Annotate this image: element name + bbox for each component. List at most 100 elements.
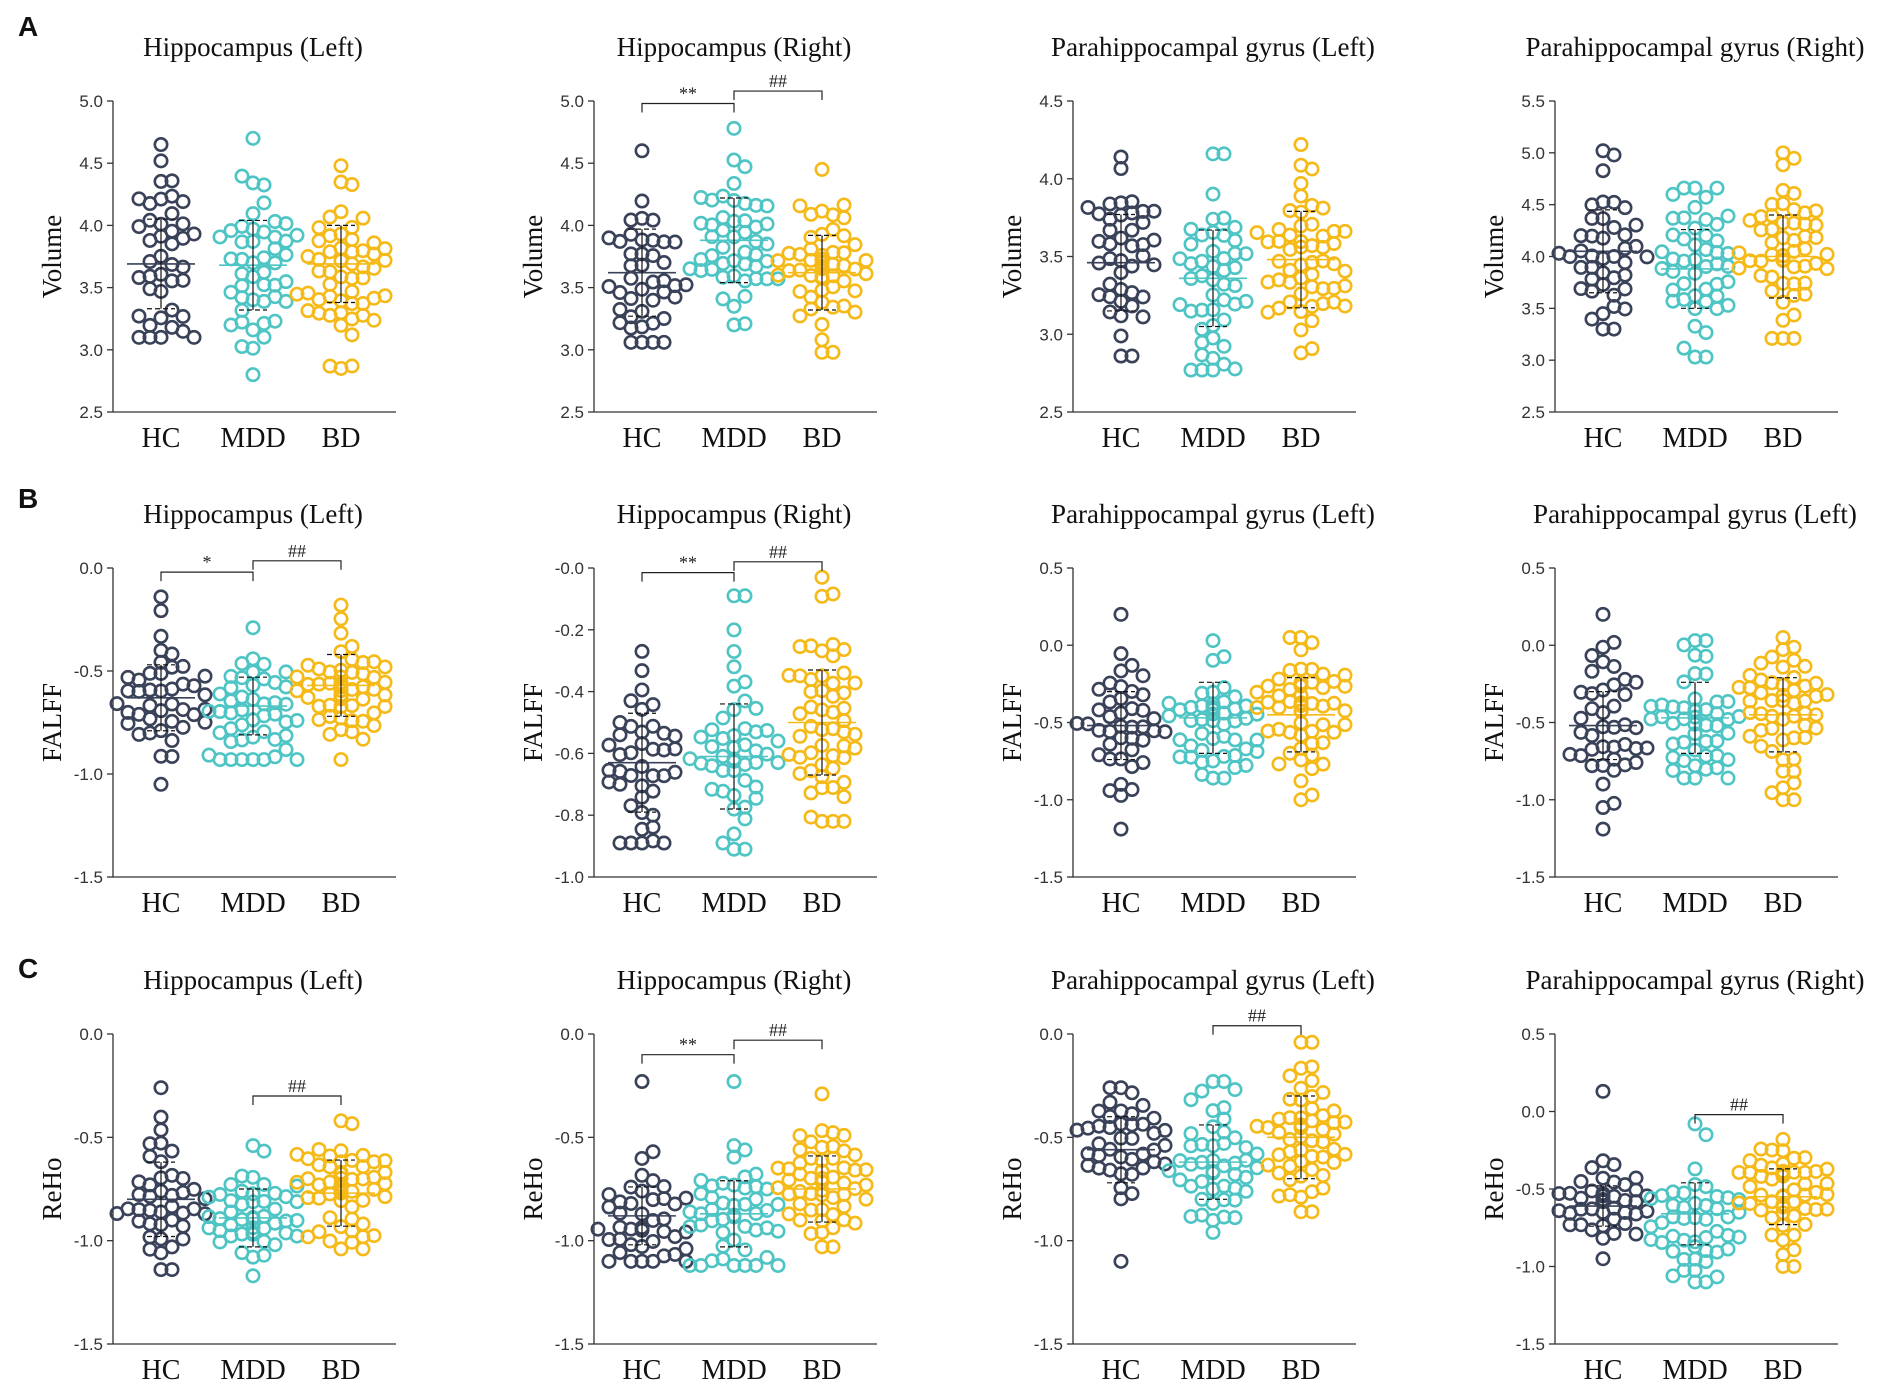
- chart-2-1-bracket-1: *: [160, 552, 254, 582]
- chart-2-4-mdd-point: [1698, 717, 1714, 733]
- chart-2-2-bd-point: [803, 638, 819, 654]
- chart-2-1-bd-point: [377, 674, 393, 690]
- chart-3-3-bd-point: [1260, 1157, 1276, 1173]
- chart-1-3-ytick-label: 3.0: [1039, 325, 1063, 344]
- chart-1-4-bd-point: [1808, 230, 1824, 246]
- chart-1-4-hc-point: [1628, 217, 1644, 233]
- chart-2-2-hc-point: [667, 728, 683, 744]
- chart-1-4-bd-point: [1731, 245, 1747, 261]
- chart-3-4-bracket-line: [1694, 1114, 1784, 1124]
- chart-1-4-bd-point: [1786, 259, 1802, 275]
- chart-1-2-bd-point: [814, 332, 830, 348]
- chart-3-2-mdd-point: [770, 1196, 786, 1212]
- chart-2-2-xtick-mdd: MDD: [701, 888, 766, 919]
- chart-2-2-mdd-point: [737, 772, 753, 788]
- chart-2-3-hc-point: [1124, 657, 1140, 673]
- chart-3-3-bd-point: [1304, 1204, 1320, 1220]
- chart-1-1-bd-point: [344, 327, 360, 343]
- chart-2-3-hc-point: [1124, 782, 1140, 798]
- chart-3-1-hc-point: [164, 1143, 180, 1159]
- chart-3-1-mdd-point: [234, 1168, 250, 1184]
- chart-1-2-xtick-mdd: MDD: [701, 423, 766, 454]
- chart-1-4-series-bd: [1731, 145, 1835, 346]
- chart-2-1-mdd-point: [223, 752, 239, 768]
- chart-2-3-hc-point: [1113, 606, 1129, 622]
- chart-3-4-mdd-point: [1643, 1219, 1659, 1235]
- chart-3-2-bd-point: [792, 1142, 808, 1158]
- chart-3-3-mdd-point: [1161, 1163, 1177, 1179]
- chart-1-2-hc-point: [634, 334, 650, 350]
- chart-1-2-mdd-point: [759, 198, 775, 214]
- chart-3-4-mdd-point: [1687, 1161, 1703, 1177]
- chart-2-3-mdd-point: [1216, 649, 1232, 665]
- chart-2-2-mdd-point: [748, 700, 764, 716]
- chart-3-2-bd-point: [847, 1215, 863, 1231]
- chart-1-4-mdd-point: [1665, 282, 1681, 298]
- chart-2-2-bd-point: [781, 667, 797, 683]
- chart-3-1-bd-point: [311, 1190, 327, 1206]
- chart-2-2-bracket-1: **: [641, 553, 735, 582]
- chart-3-4-mdd-point: [1731, 1204, 1747, 1220]
- chart-1-4-hc-point: [1606, 219, 1622, 235]
- chart-3-2-hc-point: [601, 1253, 617, 1269]
- chart-3-3-bd-point: [1337, 1114, 1353, 1130]
- chart-2-3-mdd-point: [1249, 706, 1265, 722]
- chart-2-4-hc-point: [1628, 674, 1644, 690]
- chart-3-2-mdd-point: [693, 1186, 709, 1202]
- chart-1-4-hc-point: [1628, 238, 1644, 254]
- chart-1-4-hc-point: [1617, 267, 1633, 283]
- chart-1-4-xtick-bd: BD: [1764, 423, 1803, 454]
- chart-2-2-bracket-2: ##: [733, 542, 823, 571]
- chart-2-4-mdd-point: [1676, 770, 1692, 786]
- chart-2-1-hc-point: [197, 687, 213, 703]
- chart-3-1-bd-point: [355, 1192, 371, 1208]
- chart-2-3-hc-point: [1091, 747, 1107, 763]
- chart-1-2-ylabel: Volume: [518, 215, 548, 299]
- chart-2-4-bd-point: [1808, 720, 1824, 736]
- chart-2-2-bd-point: [792, 639, 808, 655]
- chart-1-3-mdd-point: [1194, 334, 1210, 350]
- chart-3-3-bd-point: [1271, 1188, 1287, 1204]
- chart-3-3-bd-point: [1293, 1204, 1309, 1220]
- chart-3-3-mdd-point: [1238, 1140, 1254, 1156]
- chart-2-4-bd-point: [1786, 792, 1802, 808]
- chart-3-3-hc-point: [1124, 1106, 1140, 1122]
- chart-1-1-xtick-hc: HC: [142, 423, 181, 454]
- chart-1-1-mdd-point: [245, 206, 261, 222]
- chart-3-3-mdd-point: [1216, 1074, 1232, 1090]
- chart-1-2-hc-point: [623, 270, 639, 286]
- chart-2-1-mdd-point: [245, 620, 261, 636]
- chart-1-4-mdd-point: [1698, 189, 1714, 205]
- chart-3-1-bd-point: [333, 1241, 349, 1257]
- chart-2-3-ylabel: FALFF: [997, 683, 1027, 762]
- chart-3-3-series-hc: [1069, 1080, 1173, 1269]
- chart-2-3-bd-point: [1337, 703, 1353, 719]
- chart-2-1-mdd-point: [234, 752, 250, 768]
- chart-2-3-series-mdd: [1161, 633, 1265, 786]
- chart-2-3-title: Parahippocampal gyrus (Left): [1051, 499, 1375, 529]
- chart-1-2-hc-point: [623, 291, 639, 307]
- chart-3-4-hc-point: [1573, 1217, 1589, 1233]
- chart-1-2-bd-point: [825, 344, 841, 360]
- chart-3-1-bracket-1: ##: [252, 1076, 342, 1105]
- chart-1-3-bd-point: [1293, 188, 1309, 204]
- chart-3-1-ytick-label: -1.5: [74, 1335, 103, 1354]
- chart-3-4-bd-point: [1753, 1187, 1769, 1203]
- chart-3-3-hc-point: [1113, 1191, 1129, 1207]
- chart-2-4-bd-point: [1808, 675, 1824, 691]
- chart-1-4-bd-point: [1742, 212, 1758, 228]
- chart-2-2-ytick-label: -0.2: [555, 621, 584, 640]
- chart-2-2-mdd-point: [704, 722, 720, 738]
- chart-3-2-hc-point: [656, 1179, 672, 1195]
- chart-2-1-bracket-line: [160, 571, 254, 582]
- chart-3-4-bd-point: [1808, 1202, 1824, 1218]
- chart-3-4-mdd-point: [1676, 1251, 1692, 1267]
- chart-2-3-hc-point: [1102, 736, 1118, 752]
- chart-1-1-bd-point: [322, 244, 338, 260]
- chart-2-4-ytick-label: 0.5: [1521, 559, 1545, 578]
- chart-2-2-bd-point: [836, 700, 852, 716]
- chart-2-2-ylabel: FALFF: [518, 683, 548, 762]
- chart-3-1-xtick-mdd: MDD: [220, 1355, 285, 1384]
- chart-1-4-bd-point: [1775, 182, 1791, 198]
- chart-1-2-bd-point: [792, 198, 808, 214]
